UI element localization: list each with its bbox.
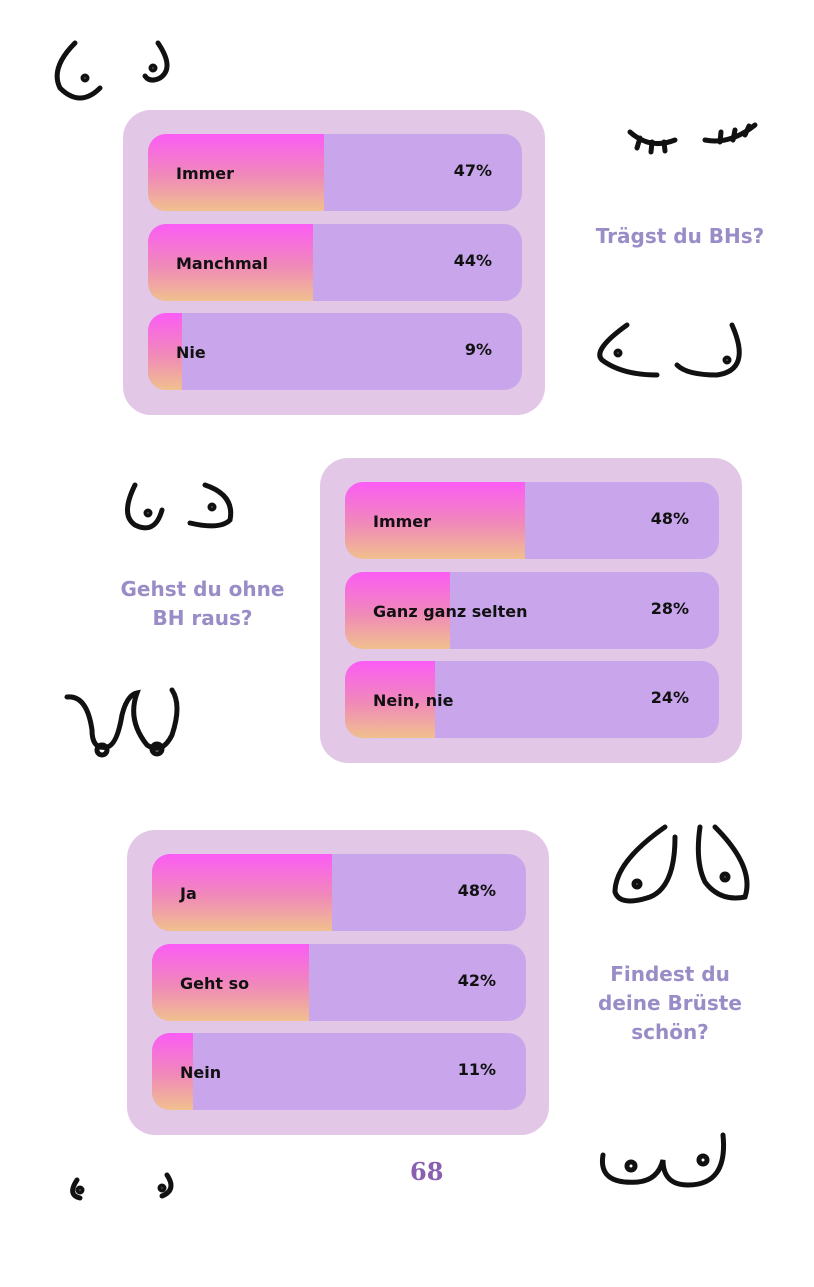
breast-doodle-icon [64,687,180,758]
poll-bar: Nein 11% [152,1033,526,1110]
poll-percent-label: 24% [650,688,689,707]
breast-doodle-icon [627,122,758,155]
question-without-bra: Gehst du ohne BH raus? [120,577,285,630]
breast-doodle-icon [125,482,234,531]
poll-bar: Manchmal 44% [148,223,522,301]
poll-option-label: Ganz ganz selten [373,601,528,621]
poll-chart-bras: Immer 47% Manchmal 44% Nie 9% [123,110,545,415]
poll-bar: Ganz ganz selten 28% [345,571,719,649]
poll-bar-fill [148,223,313,301]
poll-bar-fill [152,854,332,931]
poll-chart-without-bra: Immer 48% Ganz ganz selten 28% Nein, nie 24% [320,458,742,763]
breast-doodle-icon [599,1132,727,1188]
poll-bar: Immer 47% [148,134,522,211]
poll-bar-fill [148,313,182,390]
poll-chart-like-breasts: Ja 48% Geht so 42% Nein 11% [127,830,549,1135]
poll-option-label: Geht so [180,973,250,993]
poll-bar: Nie 9% [148,313,522,390]
page-number: 68 [410,1157,444,1186]
poll-bar-fill [148,134,324,211]
poll-bar-fill [152,943,310,1021]
poll-percent-label: 9% [464,340,492,359]
poll-bar: Geht so 42% [152,943,526,1021]
poll-bar: Immer 48% [345,482,719,559]
poll-option-label: Immer [373,512,432,531]
breast-doodle-icon [54,40,170,101]
breast-doodle-icon [612,824,750,904]
poll-option-label: Nein [180,1063,222,1082]
poll-bar-fill [345,661,435,738]
poll-option-label: Manchmal [176,253,268,273]
poll-bar-fill [152,1033,194,1110]
poll-percent-label: 48% [650,509,689,528]
poll-percent-label: 48% [457,881,496,900]
poll-percent-label: 28% [650,598,689,618]
poll-bar-fill [345,571,450,649]
question-bras: Trägst du BHs? [595,224,765,248]
poll-option-label: Nie [176,343,206,362]
poll-option-label: Ja [180,884,197,903]
poll-percent-label: 44% [453,250,492,270]
question-like-breasts: Findest du deine Brüste schön? [598,962,742,1044]
poll-option-label: Immer [176,164,235,183]
poll-bar: Nein, nie 24% [345,661,719,738]
poll-percent-label: 11% [457,1060,496,1079]
poll-percent-label: 42% [457,970,496,990]
breast-doodle-icon [70,1172,174,1201]
breast-doodle-icon [597,322,742,378]
poll-option-label: Nein, nie [373,691,454,710]
poll-bar-fill [345,482,525,559]
poll-percent-label: 47% [453,161,492,180]
poll-bar: Ja 48% [152,854,526,931]
